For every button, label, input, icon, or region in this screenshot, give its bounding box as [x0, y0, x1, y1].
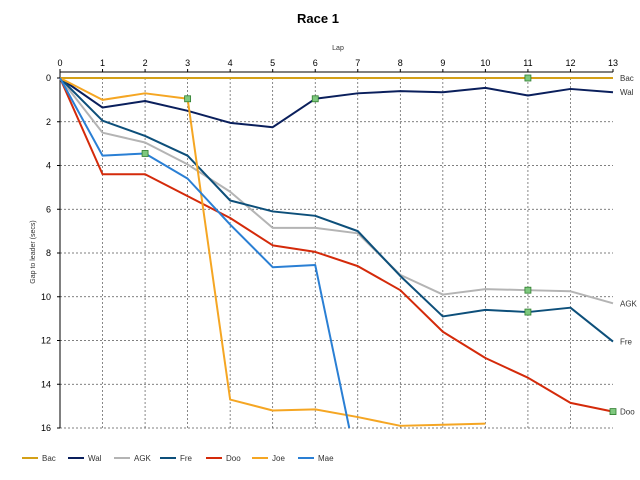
- legend-label-agk: AGK: [134, 454, 152, 463]
- legend: Bac Wal AGK Fre Doo Joe Mae: [22, 454, 334, 463]
- marker-agk: [524, 286, 532, 294]
- x-tick-label: 12: [565, 58, 575, 68]
- series-line-doo: [59, 77, 614, 413]
- y-tick-label: 8: [46, 248, 51, 258]
- end-label-bac: Bac: [620, 74, 634, 83]
- y-tick-label: 14: [41, 379, 51, 389]
- y-tick-label: 10: [41, 292, 51, 302]
- x-tick-label: 6: [313, 58, 318, 68]
- x-tick-label: 13: [608, 58, 618, 68]
- marker-wal: [311, 95, 319, 103]
- series-line-wal: [59, 77, 614, 129]
- y-tick-label: 0: [46, 73, 51, 83]
- x-tick-label: 2: [143, 58, 148, 68]
- y-tick-label: 6: [46, 204, 51, 214]
- legend-label-joe: Joe: [272, 454, 285, 463]
- x-tick-label: 5: [270, 58, 275, 68]
- series-line-fre: [59, 77, 614, 343]
- marker-mae: [141, 150, 149, 157]
- marker-joe: [184, 95, 192, 103]
- x-tick-label: 0: [57, 58, 62, 68]
- end-label-wal: Wal: [620, 88, 634, 97]
- grid: [60, 78, 613, 429]
- x-tick-label: 11: [523, 58, 532, 68]
- end-label-doo: Doo: [620, 408, 635, 417]
- legend-label-mae: Mae: [318, 454, 334, 463]
- x-tick-label: 9: [440, 58, 445, 68]
- legend-label-doo: Doo: [226, 454, 241, 463]
- marker-doo: [609, 408, 617, 415]
- end-label-fre: Fre: [620, 338, 633, 347]
- y-axis-label: Gap to leader (secs): [30, 220, 37, 283]
- legend-label-bac: Bac: [42, 454, 56, 463]
- x-tick-label: 10: [480, 58, 490, 68]
- x-tick-label: 1: [100, 58, 105, 68]
- series-line-mae: [59, 77, 351, 429]
- y-tick-label: 2: [46, 117, 51, 127]
- chart-title: Race 1: [297, 11, 339, 26]
- y-tick-label: 16: [41, 423, 51, 433]
- x-tick-label: 3: [185, 58, 190, 68]
- x-tick-label: 8: [398, 58, 403, 68]
- x-tick-label: 4: [228, 58, 233, 68]
- x-tick-label: 7: [355, 58, 360, 68]
- legend-label-wal: Wal: [88, 454, 102, 463]
- end-label-agk: AGK: [620, 299, 638, 308]
- series-group: Bac Wal AGK Fre Doo: [59, 74, 638, 429]
- legend-label-fre: Fre: [180, 454, 193, 463]
- series-line-joe: [59, 77, 486, 427]
- series-line-agk: [59, 77, 614, 305]
- y-tick-label: 4: [46, 161, 51, 171]
- x-axis-label: Lap: [332, 45, 344, 52]
- marker-bac: [524, 74, 532, 82]
- marker-fre: [524, 308, 532, 316]
- y-tick-label: 12: [41, 336, 51, 346]
